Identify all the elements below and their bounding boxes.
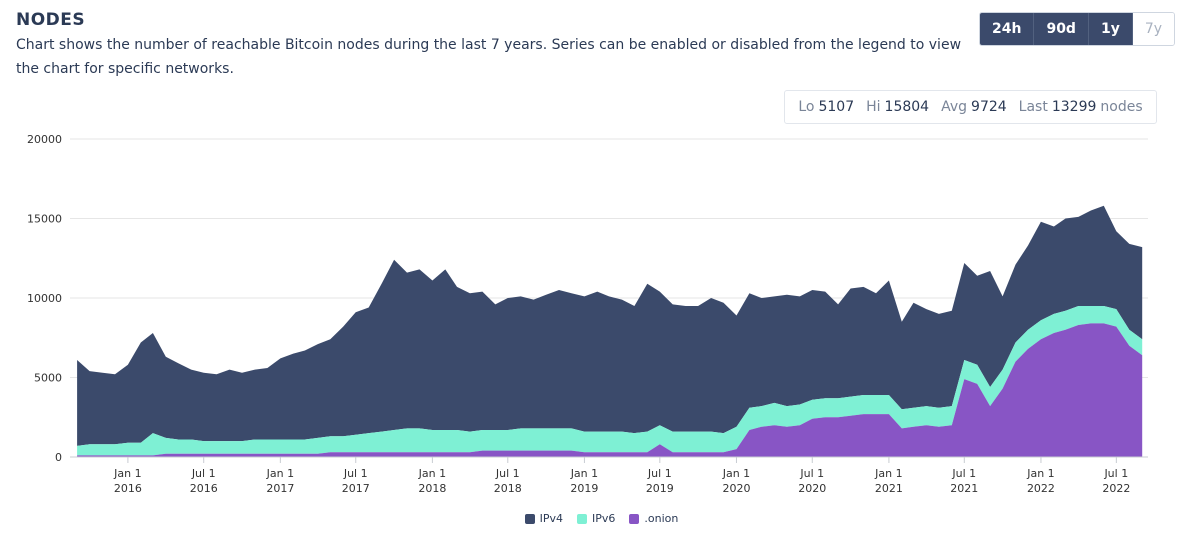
- time-range-selector: 24h 90d 1y 7y: [979, 12, 1176, 46]
- legend-swatch-ipv6: [577, 513, 588, 524]
- x-tick-label: Jan 1: [570, 467, 598, 480]
- x-tick-label: Jul 1: [191, 467, 216, 480]
- x-tick-label: Jul 1: [951, 467, 976, 480]
- x-tick-label: Jan 1: [113, 467, 141, 480]
- chart-description: Chart shows the number of reachable Bitc…: [16, 37, 962, 77]
- x-tick-label: Jan 1: [1026, 467, 1054, 480]
- x-tick-year-label: 2017: [266, 482, 294, 495]
- series-area-ipv4: [77, 205, 1143, 446]
- stat-lo: Lo 5107: [798, 99, 854, 115]
- nodes-area-chart: 0 5000 10000 15000 20000 Jan 1 2016 Jul 1 2016 Ja…: [27, 133, 1148, 495]
- range-90d-button[interactable]: 90d: [1034, 13, 1089, 45]
- stats-summary: Lo 5107 Hi 15804 Avg 9724 Last 13299 nodes: [784, 90, 1157, 124]
- page-title: NODES: [16, 10, 86, 30]
- range-1y-button[interactable]: 1y: [1088, 13, 1133, 45]
- legend-item-onion[interactable]: .onion: [629, 512, 678, 525]
- stat-lo-label: Lo: [798, 99, 815, 115]
- legend-label-ipv4: IPv4: [539, 512, 564, 525]
- x-tick-year-label: 2016: [114, 482, 142, 495]
- x-tick-label: Jan 1: [722, 467, 750, 480]
- x-tick-year-label: 2017: [342, 482, 370, 495]
- y-tick-label: 10000: [27, 292, 62, 305]
- stat-lo-value: 5107: [818, 99, 855, 115]
- x-tick-label: Jul 1: [1103, 467, 1128, 480]
- stat-last: Last 13299 nodes: [1019, 99, 1143, 115]
- x-tick-year-label: 2019: [570, 482, 598, 495]
- stat-hi: Hi 15804: [866, 99, 929, 115]
- x-tick-year-label: 2022: [1027, 482, 1055, 495]
- area-layer: [77, 205, 1143, 457]
- legend-swatch-onion: [629, 513, 640, 524]
- range-7y-button[interactable]: 7y: [1132, 13, 1175, 45]
- y-tick-label: 0: [55, 451, 62, 464]
- x-tick-label: Jul 1: [647, 467, 672, 480]
- x-tick-year-label: 2018: [494, 482, 522, 495]
- legend-item-ipv4[interactable]: IPv4: [524, 512, 564, 525]
- legend-item-ipv6[interactable]: IPv6: [577, 512, 615, 525]
- stat-avg-value: 9724: [971, 99, 1007, 115]
- x-tick-year-label: 2021: [950, 482, 978, 495]
- x-tick-year-label: 2020: [798, 482, 826, 495]
- stat-hi-label: Hi: [866, 99, 881, 115]
- x-tick-year-label: 2021: [875, 482, 903, 495]
- x-tick-year-label: 2019: [646, 482, 674, 495]
- x-tick-year-label: 2020: [722, 482, 750, 495]
- x-tick-year-label: 2022: [1102, 482, 1130, 495]
- chart-legend: IPv4 IPv6 .onion: [0, 512, 1203, 525]
- stat-avg: Avg 9724: [941, 99, 1007, 115]
- x-tick-label: Jan 1: [266, 467, 294, 480]
- range-24h-button[interactable]: 24h: [980, 13, 1035, 45]
- x-tick-label: Jan 1: [874, 467, 902, 480]
- stat-avg-label: Avg: [941, 99, 968, 115]
- legend-swatch-ipv4: [524, 513, 535, 524]
- y-tick-label: 20000: [27, 133, 62, 146]
- x-tick-year-label: 2016: [190, 482, 218, 495]
- x-tick-label: Jan 1: [418, 467, 446, 480]
- legend-label-onion: .onion: [644, 512, 679, 525]
- x-tick-label: Jul 1: [799, 467, 824, 480]
- stat-hi-value: 15804: [884, 99, 930, 115]
- series-area-ipv6: [77, 306, 1143, 456]
- series-area-onion: [77, 323, 1143, 457]
- stat-unit: nodes: [1100, 99, 1143, 115]
- stat-last-label: Last: [1018, 99, 1048, 115]
- axis-layer: 0 5000 10000 15000 20000 Jan 1 2016 Jul 1 2016 Ja…: [27, 133, 1148, 495]
- stat-last-value: 13299: [1051, 99, 1097, 115]
- legend-label-ipv6: IPv6: [592, 512, 616, 525]
- x-tick-label: Jul 1: [343, 467, 368, 480]
- x-tick-label: Jul 1: [495, 467, 520, 480]
- x-tick-year-label: 2018: [418, 482, 446, 495]
- y-tick-label: 5000: [34, 372, 62, 385]
- y-tick-label: 15000: [27, 213, 62, 226]
